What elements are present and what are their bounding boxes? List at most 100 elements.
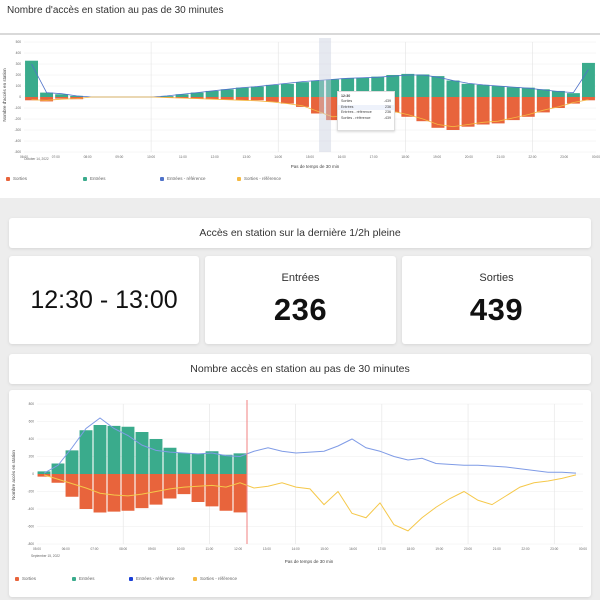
top-chart[interactable]: Nombre d'accès en station Pas de temps d… [0, 0, 600, 170]
x-tick-label: 09:00 [115, 155, 123, 159]
sorties-bar [149, 474, 163, 505]
top-legend-sorties-ref[interactable]: Sorties - référence [237, 176, 281, 181]
sorties-bar [107, 474, 121, 512]
bottom-chart[interactable]: Nombre accès en station Pas de temps de … [9, 390, 591, 565]
sorties-bar [55, 97, 69, 99]
entrees-bar [265, 84, 279, 97]
sorties-bar [220, 97, 234, 100]
top-chart-panel: Nombre d'accès en station au pas de 30 m… [0, 0, 600, 198]
sorties-reference-line [43, 474, 577, 532]
entrees-bar [416, 74, 430, 97]
sorties-bar [280, 97, 294, 104]
x-tick-label: 21:00 [497, 155, 505, 159]
entrees-bar [93, 425, 107, 474]
entrees-bar [536, 89, 550, 97]
top-legend-entrees[interactable]: Entrées [83, 176, 106, 181]
top-chart-title: Nombre d'accès en station au pas de 30 m… [7, 5, 224, 16]
exits-value: 439 [469, 292, 524, 327]
top-date-label: October 14, 2022 [24, 157, 49, 161]
entrees-bar [79, 430, 93, 474]
x-tick-label: 17:00 [370, 155, 378, 159]
chart-tooltip: 12:30 Sorties -439 Entrées 236 Entrées - r… [337, 91, 395, 131]
y-tick-label: -300 [15, 128, 22, 132]
entrees-bar [582, 62, 595, 97]
bottom-legend-sorties-ref[interactable]: Sorties - référence [193, 576, 237, 581]
bottom-legend-entrees[interactable]: Entrées [72, 576, 95, 581]
sorties-bar [190, 97, 204, 99]
x-tick-label: 18:00 [401, 155, 409, 159]
legend-label: Entrées [79, 576, 95, 581]
sorties-bar [175, 97, 189, 99]
y-tick-label: -200 [15, 117, 22, 121]
x-tick-label: 05:00 [33, 547, 41, 551]
x-tick-label: 08:00 [119, 547, 127, 551]
y-tick-label: 0 [19, 95, 21, 99]
exits-card: Sorties 439 [402, 256, 591, 344]
sorties-bar [205, 97, 219, 100]
x-tick-label: 18:00 [407, 547, 415, 551]
top-ylabel: Nombre d'accès en station [2, 68, 7, 122]
y-tick-label: -100 [15, 106, 22, 110]
legend-label: Entrées - référence [136, 576, 175, 581]
entrees-bar [177, 453, 191, 474]
legend-label: Entrées [90, 176, 106, 181]
sorties-bar [521, 97, 535, 117]
entrees-bar [191, 453, 205, 474]
legend-swatch [6, 176, 10, 181]
entrees-bar [296, 82, 309, 97]
legend-label: Sorties [13, 176, 28, 181]
top-legend-entrees-ref[interactable]: Entrées - référence [160, 176, 206, 181]
x-tick-label: 08:00 [84, 155, 92, 159]
x-tick-label: 22:00 [528, 155, 536, 159]
x-tick-label: 13:00 [263, 547, 271, 551]
tooltip-row: Sorties - référence -439 [341, 115, 391, 120]
entrees-bar [160, 96, 174, 97]
entrees-bar [521, 87, 535, 97]
entrees-bar [280, 83, 294, 97]
x-tick-label: 14:00 [292, 547, 300, 551]
entrees-bar [461, 83, 475, 97]
entrees-bar [51, 463, 65, 474]
entries-value: 236 [273, 292, 328, 327]
legend-swatch [193, 576, 197, 581]
sorties-bar [536, 97, 550, 113]
tooltip-time: 12:30 [341, 94, 351, 98]
sorties-bar [551, 97, 565, 108]
sorties-bar [51, 474, 65, 483]
bottom-legend-sorties[interactable]: Sorties [15, 576, 36, 581]
legend-swatch [83, 176, 87, 181]
x-tick-label: 00:00 [579, 547, 587, 551]
legend-swatch [160, 176, 164, 181]
period-value: 12:30 - 13:00 [30, 285, 178, 314]
x-tick-label: 07:00 [90, 547, 98, 551]
tooltip-row: Entrées 236 [338, 104, 394, 110]
entrees-bar [566, 93, 580, 97]
exits-label: Sorties [479, 272, 514, 284]
sorties-bar [65, 474, 79, 497]
entrees-bar [506, 87, 520, 97]
top-legend-sorties[interactable]: Sorties [6, 176, 27, 181]
legend-label: Entrées - référence [167, 176, 206, 181]
entrees-bar [491, 86, 505, 97]
sorties-bar [461, 97, 475, 127]
entrees-bar [220, 89, 234, 97]
x-tick-label: 23:00 [560, 155, 568, 159]
legend-swatch [72, 576, 76, 581]
entrees-bar [121, 426, 135, 474]
y-tick-label: 800 [29, 402, 35, 406]
bottom-legend-entrees-ref[interactable]: Entrées - référence [129, 576, 175, 581]
x-tick-label: 19:00 [435, 547, 443, 551]
section-title: Accès en station sur la dernière 1/2h pl… [199, 227, 401, 239]
x-tick-label: 15:00 [320, 547, 328, 551]
entrees-bar [205, 90, 219, 97]
y-tick-label: 200 [29, 455, 35, 459]
bottom-xlabel: Pas de temps de 30 min [285, 559, 334, 564]
entrees-bar [235, 87, 249, 97]
sorties-bar [265, 97, 279, 102]
sorties-bar [506, 97, 520, 121]
sorties-bar [566, 97, 580, 104]
y-tick-label: 100 [16, 84, 22, 88]
sorties-bar [177, 474, 191, 495]
x-tick-label: 11:00 [206, 547, 214, 551]
sorties-bar [491, 97, 505, 124]
